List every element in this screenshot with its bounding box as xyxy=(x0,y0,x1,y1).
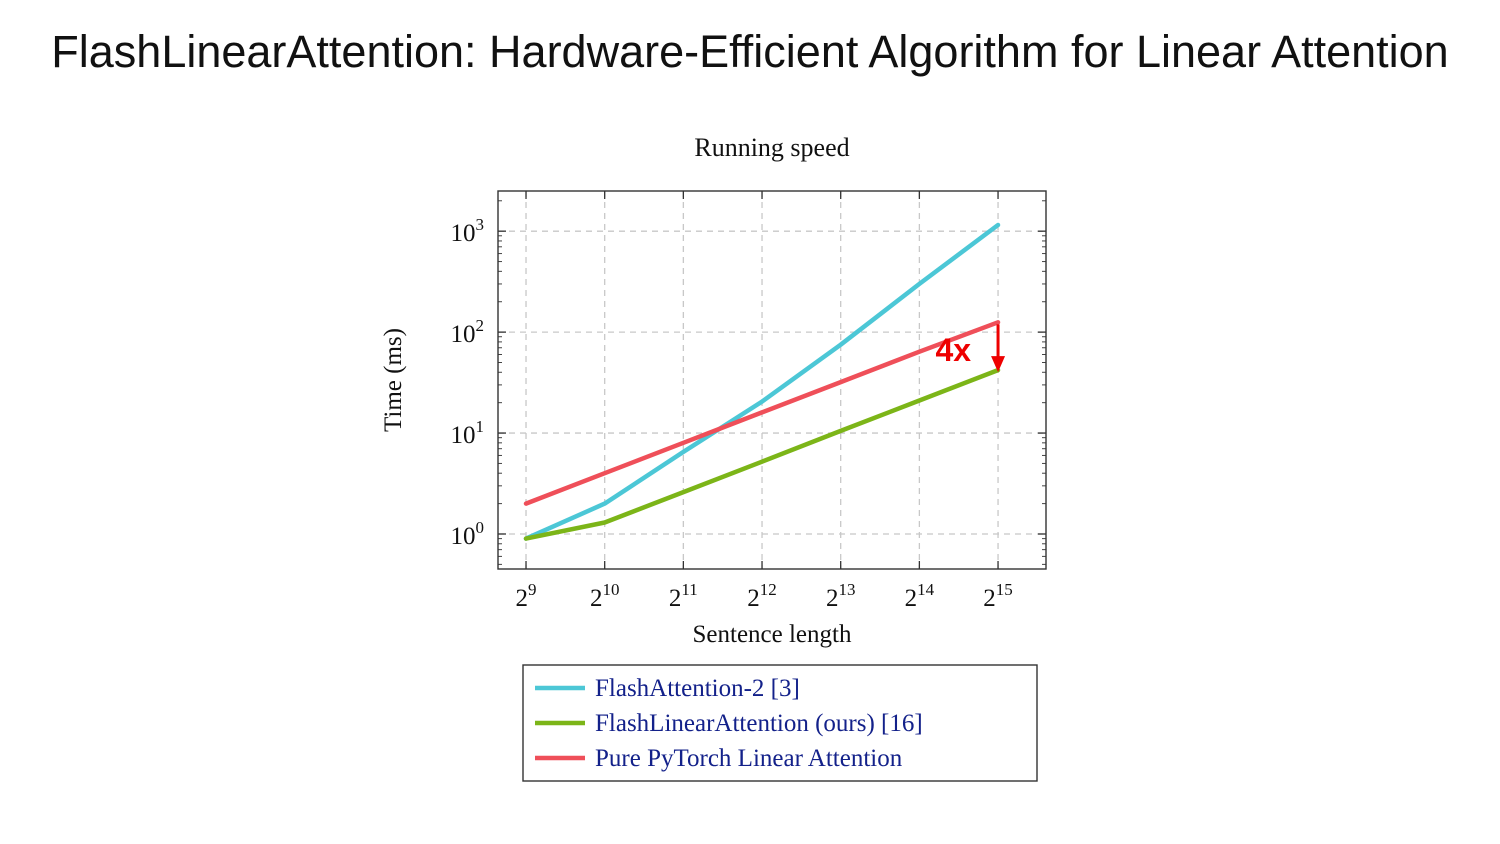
x-tick-label: 211 xyxy=(669,580,698,612)
legend-label-3: Pure PyTorch Linear Attention xyxy=(595,745,903,772)
legend-box xyxy=(522,664,1038,782)
x-tick-label: 214 xyxy=(905,580,935,612)
series-line-3 xyxy=(523,320,1001,506)
slide-title: FlashLinearAttention: Hardware-Efficient… xyxy=(51,26,1449,77)
y-tick-label: 101 xyxy=(451,417,485,449)
x-tick-label: 215 xyxy=(983,580,1013,612)
x-axis-label: Sentence length xyxy=(693,621,852,648)
y-tick-label: 100 xyxy=(451,518,485,550)
chart-title: Running speed xyxy=(694,133,849,162)
x-tick-label: 213 xyxy=(826,580,856,612)
series-line-2 xyxy=(523,367,1001,541)
legend-label-2: FlashLinearAttention (ours) [16] xyxy=(595,710,923,737)
y-tick-label: 103 xyxy=(451,215,485,247)
x-tick-label: 29 xyxy=(516,580,537,612)
series-line-1 xyxy=(523,222,1001,541)
plot-frame xyxy=(497,190,1047,570)
x-tick-label: 212 xyxy=(747,580,777,612)
speedup-annotation: 4x xyxy=(935,332,971,368)
speedup-arrowhead xyxy=(991,356,1006,373)
x-tick-label: 210 xyxy=(590,580,620,612)
y-tick-label: 102 xyxy=(451,316,485,348)
y-axis-label: Time (ms) xyxy=(380,328,407,432)
legend-label-1: FlashAttention-2 [3] xyxy=(595,675,800,702)
